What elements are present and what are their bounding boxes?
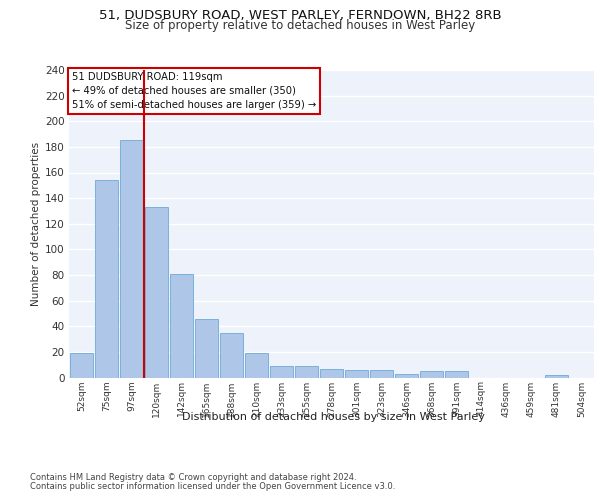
Text: 51, DUDSBURY ROAD, WEST PARLEY, FERNDOWN, BH22 8RB: 51, DUDSBURY ROAD, WEST PARLEY, FERNDOWN…	[98, 9, 502, 22]
Text: Contains public sector information licensed under the Open Government Licence v3: Contains public sector information licen…	[30, 482, 395, 491]
Bar	[195, 318, 218, 378]
Bar	[295, 366, 318, 378]
Bar	[395, 374, 418, 378]
Text: 51 DUDSBURY ROAD: 119sqm
← 49% of detached houses are smaller (350)
51% of semi-: 51 DUDSBURY ROAD: 119sqm ← 49% of detach…	[71, 72, 316, 110]
Bar	[370, 370, 393, 378]
Bar	[70, 353, 93, 378]
Bar	[270, 366, 293, 378]
Bar	[545, 375, 568, 378]
Bar	[420, 371, 443, 378]
Bar	[145, 207, 168, 378]
Bar	[120, 140, 143, 378]
Bar	[320, 368, 343, 378]
Bar	[95, 180, 118, 378]
Bar	[445, 371, 468, 378]
Text: Distribution of detached houses by size in West Parley: Distribution of detached houses by size …	[182, 412, 484, 422]
Y-axis label: Number of detached properties: Number of detached properties	[31, 142, 41, 306]
Text: Size of property relative to detached houses in West Parley: Size of property relative to detached ho…	[125, 19, 475, 32]
Bar	[170, 274, 193, 378]
Bar	[345, 370, 368, 378]
Text: Contains HM Land Registry data © Crown copyright and database right 2024.: Contains HM Land Registry data © Crown c…	[30, 472, 356, 482]
Bar	[220, 332, 243, 378]
Bar	[245, 353, 268, 378]
